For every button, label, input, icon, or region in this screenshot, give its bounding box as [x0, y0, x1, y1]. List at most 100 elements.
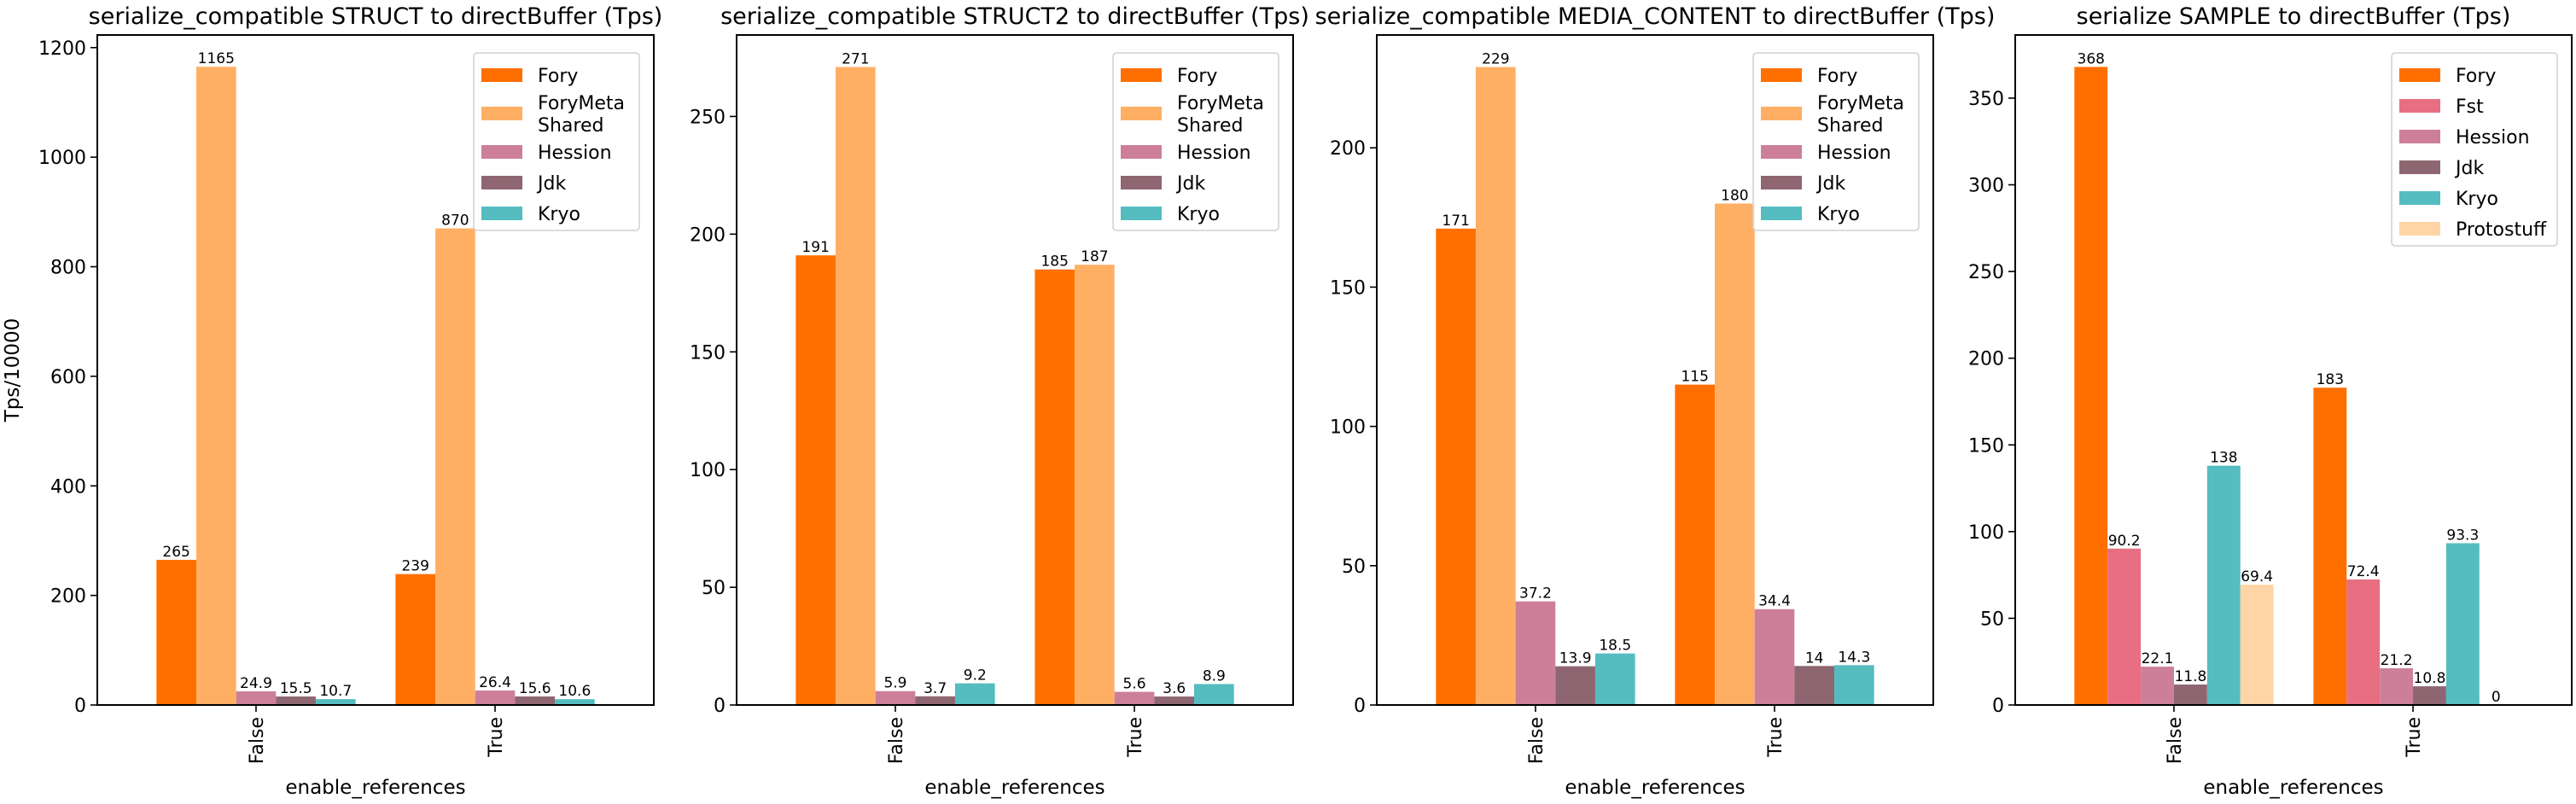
bar — [1436, 228, 1476, 705]
y-tick-label: 100 — [690, 460, 726, 481]
bar — [1594, 653, 1635, 705]
axes-frame — [1376, 34, 1934, 706]
y-tick-label: 400 — [50, 476, 86, 498]
y-tick-label: 100 — [1968, 522, 2004, 544]
legend-label: Fory — [1817, 66, 1857, 87]
bar-value-label: 239 — [401, 558, 428, 575]
bar — [2445, 543, 2480, 705]
legend-swatch — [1761, 107, 1802, 120]
legend-label: Kryo — [1817, 204, 1860, 225]
bar-value-label: 185 — [1040, 253, 1068, 271]
legend: Fory Fst Hession Jdk Kryo Protostuff — [2391, 52, 2558, 247]
legend-label-line: ForyMeta — [1817, 93, 1904, 114]
x-tick-label: True — [1125, 717, 1146, 758]
bar-value-label: 3.7 — [924, 680, 947, 697]
bar-value-label: 183 — [2317, 371, 2344, 388]
bar-value-label: 368 — [2078, 50, 2105, 67]
bar — [2240, 585, 2274, 705]
y-tick-label: 150 — [1330, 277, 1366, 299]
chart-panel-4: 368 183 90.2 72.4 22.1 21.2 11.8 10.8 138 93.3 69.… — [1968, 3, 2573, 799]
bar-value-label: 115 — [1681, 369, 1708, 386]
legend-label: Kryo — [2456, 189, 2498, 210]
bar-value-label: 5.6 — [1123, 676, 1146, 693]
bar-value-label: 3.6 — [1163, 680, 1186, 697]
y-tick-label: 350 — [1968, 89, 2004, 110]
bar — [2206, 465, 2241, 705]
bar-value-label: 10.6 — [558, 683, 591, 700]
y-tick-label: 50 — [1342, 556, 1366, 578]
bar-value-label: 26.4 — [479, 674, 511, 691]
bar — [195, 67, 236, 705]
bar-value-label: 15.6 — [519, 680, 551, 697]
y-tick-label: 300 — [1968, 176, 2004, 197]
legend-swatch — [481, 176, 522, 189]
axes-frame — [736, 34, 1294, 706]
bar-value-label: 9.2 — [964, 667, 987, 685]
legend-label: Hession — [1817, 143, 1891, 164]
y-tick-label: 1000 — [38, 148, 86, 169]
legend-swatch — [1121, 145, 1162, 159]
bar — [2107, 548, 2142, 705]
bar — [1834, 665, 1874, 705]
bar — [1114, 691, 1155, 705]
legend-swatch — [481, 68, 522, 82]
bar — [1715, 203, 1755, 706]
bar-value-label: 90.2 — [2108, 533, 2141, 550]
legend-swatch — [2399, 160, 2440, 174]
bar — [555, 699, 595, 705]
bar-value-label: 69.4 — [2241, 568, 2273, 586]
legend-swatch — [1121, 107, 1162, 120]
bar-value-label: 14 — [1805, 650, 1824, 667]
bar — [2173, 685, 2207, 705]
x-axis-label: enable_references — [924, 777, 1104, 799]
bar — [276, 696, 316, 705]
legend-swatch — [481, 107, 522, 120]
legend-swatch — [2399, 68, 2440, 82]
y-tick-label: 0 — [74, 696, 86, 717]
bar-value-label: 93.3 — [2446, 527, 2479, 544]
chart-title: serialize_compatible STRUCT to directBuf… — [89, 3, 663, 30]
y-tick-label: 150 — [690, 342, 726, 364]
axes-frame — [96, 34, 655, 706]
legend-label: Hession — [2456, 127, 2530, 149]
bar — [156, 559, 196, 705]
legend: Fory ForyMeta Shared Hession Jdk Kryo — [473, 52, 640, 231]
x-axis-label: enable_references — [285, 777, 465, 799]
chart-title: serialize SAMPLE to directBuffer (Tps) — [2077, 3, 2511, 30]
x-axis-label: enable_references — [2203, 777, 2383, 799]
bar-value-label: 10.8 — [2414, 670, 2446, 687]
bar-value-label: 22.1 — [2142, 650, 2174, 667]
chart-title: serialize_compatible STRUCT2 to directBu… — [720, 3, 1309, 30]
legend-swatch — [481, 145, 522, 159]
y-tick-label: 200 — [1968, 349, 2004, 370]
legend-label: Fory — [1177, 66, 1217, 87]
bar — [1075, 265, 1115, 705]
chart-panel-3: 171 115 229 180 37.2 34.4 13.9 14 18.5 14.3 0 50 100… — [1315, 3, 1996, 799]
bar-value-label: 13.9 — [1559, 650, 1592, 667]
x-tick-label: False — [247, 717, 268, 764]
x-tick-label: False — [2165, 717, 2186, 764]
legend-swatch — [2399, 130, 2440, 143]
y-tick-label: 100 — [1330, 417, 1366, 439]
bar — [236, 691, 277, 705]
bar — [954, 683, 995, 705]
legend-label-line: ForyMeta — [538, 93, 625, 114]
legend-swatch — [1761, 176, 1802, 189]
y-tick-label: 200 — [1330, 138, 1366, 160]
legend-swatch — [1761, 68, 1802, 82]
bar — [2346, 579, 2381, 705]
bar — [1194, 684, 1234, 705]
legend-label: Kryo — [1177, 204, 1220, 225]
y-tick-label: 250 — [1968, 262, 2004, 283]
bar — [1675, 384, 1716, 705]
bar-value-label: 18.5 — [1599, 638, 1631, 655]
bar — [1515, 601, 1556, 705]
bar — [1555, 666, 1595, 705]
legend-label-line: ForyMeta — [1177, 93, 1264, 114]
legend-label: Jdk — [1815, 173, 1845, 195]
bar-value-label: 0 — [2491, 689, 2501, 706]
bar — [2313, 387, 2347, 705]
bar — [1794, 666, 1835, 705]
bar — [515, 696, 556, 705]
